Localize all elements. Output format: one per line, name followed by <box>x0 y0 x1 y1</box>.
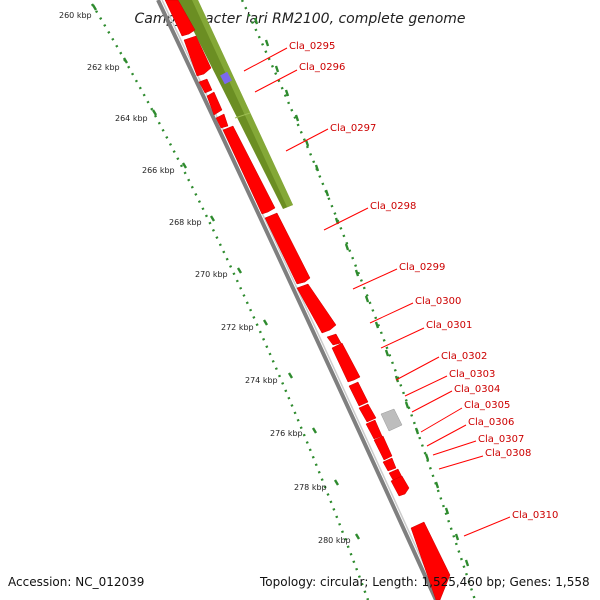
gene-label: Cla_0308 <box>485 448 531 459</box>
gene-label: Cla_0307 <box>478 434 524 445</box>
kbp-label: 274 kbp <box>245 376 278 385</box>
misc-feature <box>380 408 403 432</box>
purple-feature <box>220 71 232 85</box>
gene-labels: Cla_0295 Cla_0296 Cla_0297 Cla_0298 Cla_… <box>289 41 558 521</box>
gene-label: Cla_0296 <box>299 62 345 73</box>
gene-arrow-9 <box>326 333 342 346</box>
gene-label: Cla_0295 <box>289 41 335 52</box>
gene-label: Cla_0298 <box>370 201 416 212</box>
gene-arrow-5 <box>215 113 229 129</box>
gene-label: Cla_0302 <box>441 351 487 362</box>
kbp-label: 280 kbp <box>318 536 351 545</box>
rrna-band-highlight <box>192 0 293 207</box>
kbp-label: 270 kbp <box>195 270 228 279</box>
gene-label: Cla_0301 <box>426 320 472 331</box>
backbone-dark <box>156 0 438 600</box>
accession-label: Accession: NC_012039 <box>8 575 144 589</box>
gene-arrow-3 <box>198 78 213 94</box>
kbp-label: 264 kbp <box>115 114 148 123</box>
label-leader-lines <box>243 47 511 537</box>
gene-arrow-6 <box>222 125 276 215</box>
kbp-labels: 260 kbp 262 kbp 264 kbp 266 kbp 268 kbp … <box>59 11 351 545</box>
kbp-label: 278 kbp <box>294 483 327 492</box>
gene-arrow-18 <box>410 521 451 600</box>
kbp-label: 260 kbp <box>59 11 92 20</box>
rrna-band-divider <box>234 112 251 119</box>
gene-arrow-17 <box>390 475 410 497</box>
inner-major-ticks <box>91 4 361 540</box>
gene-arrow-4 <box>206 91 223 116</box>
gene-label: Cla_0300 <box>415 296 461 307</box>
gene-arrow-11 <box>348 381 369 407</box>
kbp-label: 272 kbp <box>221 323 254 332</box>
gene-arrow-12 <box>358 403 377 423</box>
kbp-label: 276 kbp <box>270 429 303 438</box>
gene-label: Cla_0304 <box>454 384 500 395</box>
kbp-label: 266 kbp <box>142 166 175 175</box>
gene-arrow-8 <box>296 283 337 334</box>
outer-major-ticks <box>253 17 470 567</box>
gene-arrow-13 <box>365 419 383 440</box>
gene-label: Cla_0297 <box>330 123 376 134</box>
topology-label: Topology: circular; Length: 1,525,460 bp… <box>259 575 590 589</box>
gene-arrow-14 <box>373 435 393 461</box>
gene-label: Cla_0310 <box>512 510 558 521</box>
gene-label: Cla_0303 <box>449 369 495 380</box>
kbp-label: 262 kbp <box>87 63 120 72</box>
gene-label: Cla_0306 <box>468 417 514 428</box>
gene-arrow-15 <box>382 457 397 472</box>
gene-label: Cla_0305 <box>464 400 510 411</box>
gene-arrow-10 <box>331 342 361 383</box>
gene-arrow-1 <box>164 0 196 37</box>
reverse-strand-features <box>164 0 451 600</box>
gene-label: Cla_0299 <box>399 262 445 273</box>
kbp-label: 268 kbp <box>169 218 202 227</box>
gene-arrow-2 <box>183 35 212 77</box>
gene-arrow-7 <box>264 212 311 285</box>
map-title: Campylobacter lari RM2100, complete geno… <box>134 11 465 27</box>
